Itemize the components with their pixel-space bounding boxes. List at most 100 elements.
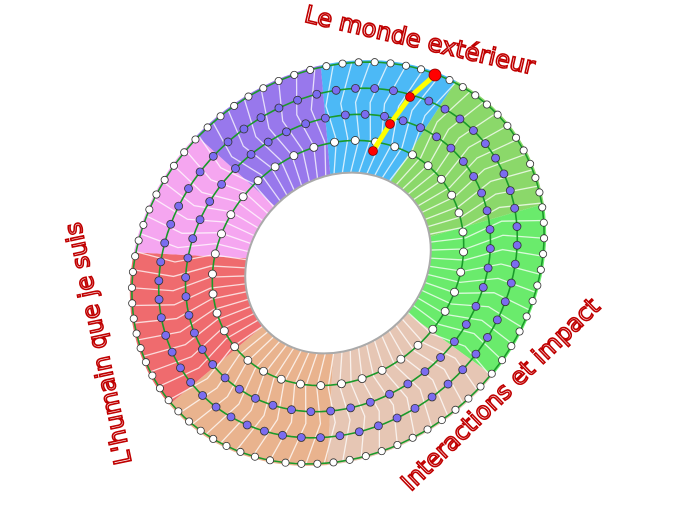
ring-point <box>161 330 171 340</box>
ring-point <box>471 349 481 359</box>
ring-point <box>230 101 239 110</box>
ring-point <box>141 358 150 367</box>
ring-point <box>208 360 218 369</box>
ring-point <box>230 342 240 352</box>
triangulation-line <box>191 336 275 425</box>
ring-point <box>506 278 516 288</box>
ring-point <box>493 110 502 119</box>
ring-point <box>216 112 225 121</box>
ring-point <box>526 159 535 168</box>
ring-point <box>420 367 430 377</box>
ring-point <box>211 402 221 412</box>
triangulation-line <box>424 169 533 221</box>
ring-point <box>403 379 413 389</box>
triangulation-line <box>227 109 288 196</box>
ring-point <box>131 252 140 261</box>
ring-point <box>374 421 383 431</box>
ring-point <box>335 431 345 441</box>
triangulation-line <box>421 289 523 328</box>
ring-point <box>231 164 240 173</box>
ring-point <box>316 381 326 390</box>
triangulation-line <box>358 62 389 174</box>
ring-point <box>184 184 193 193</box>
ring-point <box>458 83 467 92</box>
ring-point <box>436 174 446 184</box>
ring-point <box>274 103 284 113</box>
ring-point <box>212 308 222 318</box>
triangulation-line <box>427 273 536 293</box>
ring-point <box>515 327 524 336</box>
triangulation-line <box>168 325 264 401</box>
triangulation-line <box>185 150 269 215</box>
triangulation-line <box>198 135 275 208</box>
ring-point <box>226 412 236 422</box>
ring-point <box>127 283 136 292</box>
ring-point <box>155 384 164 393</box>
triangulation-line <box>158 319 259 388</box>
triangulation-line <box>417 297 513 345</box>
ring-point <box>446 143 456 153</box>
ring-point <box>389 86 398 96</box>
ring-point <box>326 406 336 416</box>
ring-point <box>244 92 253 101</box>
triangulation-line <box>373 340 416 437</box>
ring-point <box>236 447 245 456</box>
ring-point <box>174 201 184 211</box>
ring-point <box>197 345 207 354</box>
triangulation-line <box>407 311 491 376</box>
ring-point <box>458 157 468 166</box>
ring-point <box>471 301 481 311</box>
triangulation-line <box>269 351 310 461</box>
path-point <box>368 146 378 156</box>
ring-point <box>507 342 516 351</box>
ring-point <box>440 306 450 316</box>
ring-point <box>512 133 521 142</box>
ring-point <box>219 326 229 336</box>
ring-point <box>301 119 311 129</box>
ring-point <box>185 417 194 426</box>
ring-point <box>357 374 367 384</box>
ring-point <box>251 393 260 403</box>
triangulation-line <box>140 233 249 253</box>
ring-point <box>499 169 509 179</box>
ring-point <box>259 366 268 376</box>
ring-point <box>242 420 252 430</box>
triangulation-line <box>430 219 544 243</box>
ring-point <box>519 146 528 155</box>
ring-point <box>533 281 542 290</box>
ring-point <box>469 172 479 181</box>
ring-point <box>128 268 137 277</box>
triangulation-line <box>365 343 399 446</box>
triangulation-line <box>427 185 538 228</box>
ring-point <box>345 455 354 464</box>
ring-point <box>447 190 457 200</box>
ring-points <box>127 58 549 468</box>
ring-point <box>437 416 446 425</box>
ring-point <box>408 150 417 160</box>
ring-point <box>455 114 465 124</box>
triangulation-line <box>277 80 311 183</box>
triangulation-line <box>421 153 526 214</box>
ring-point <box>181 273 191 282</box>
ring-point <box>316 433 325 443</box>
ring-point <box>160 175 169 184</box>
ring-point <box>445 76 454 85</box>
ring-point <box>154 295 164 304</box>
triangulation-line <box>340 62 353 174</box>
highlighted-path[interactable] <box>368 68 442 156</box>
ring-point <box>487 369 496 378</box>
triangulation-line <box>401 318 478 391</box>
ring-point <box>483 263 493 273</box>
triangulation-line <box>388 330 449 417</box>
triangulation-line <box>395 91 471 186</box>
triangulation-line <box>381 75 441 179</box>
ring-point <box>139 220 148 229</box>
ring-point <box>180 148 189 157</box>
ring-point <box>471 91 480 100</box>
ring-point <box>360 109 370 119</box>
ring-point <box>485 244 495 253</box>
ring-point <box>458 227 468 237</box>
ring-point <box>340 110 350 120</box>
ring-point <box>134 236 143 245</box>
ring-point <box>188 234 198 244</box>
